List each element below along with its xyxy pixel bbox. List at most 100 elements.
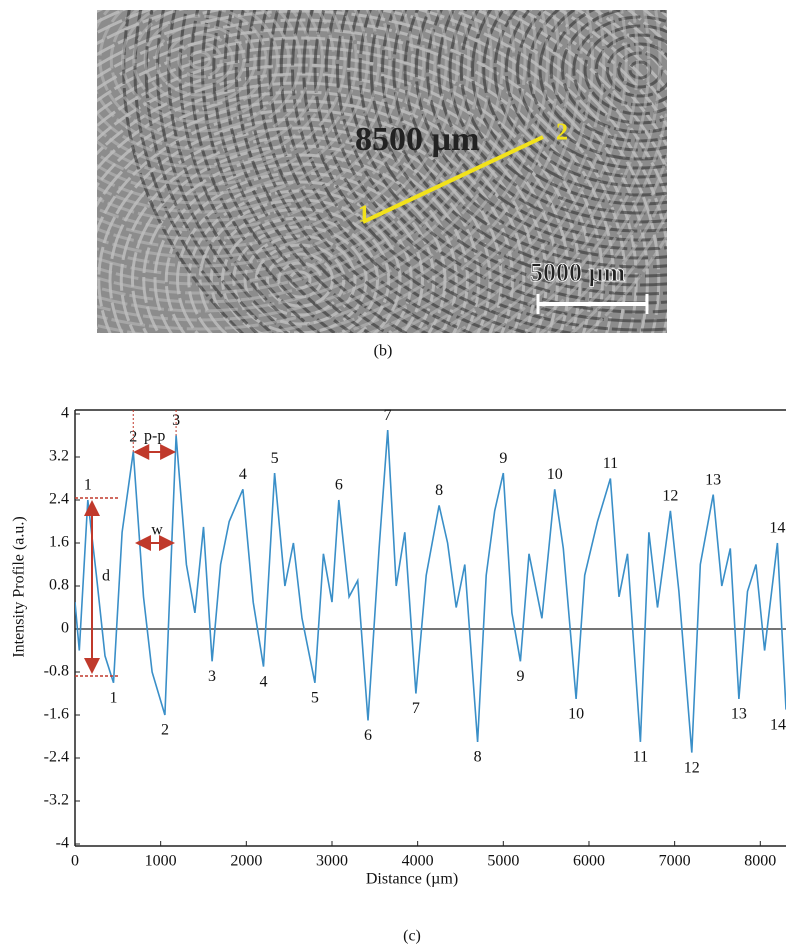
ridge — [109, 10, 291, 133]
ridge — [452, 10, 628, 333]
extremum-label: 12 — [662, 487, 678, 504]
ridge — [572, 15, 667, 125]
ridge — [178, 10, 321, 333]
ridge — [358, 10, 667, 296]
extremum-label: 9 — [499, 450, 507, 467]
extremum-label: 1 — [110, 689, 118, 706]
ridge — [412, 10, 606, 333]
ridge — [504, 10, 667, 179]
ridge — [583, 24, 667, 116]
measure-label: d — [102, 568, 110, 585]
y-tick-label: -2.4 — [44, 749, 69, 766]
y-tick-label: 0.8 — [49, 577, 69, 594]
x-tick-label: 5000 — [487, 853, 519, 870]
ridge — [337, 10, 572, 333]
ridge — [246, 10, 429, 333]
ridge — [549, 10, 667, 143]
ridge — [505, 10, 662, 333]
ridge — [97, 10, 324, 160]
extremum-label: 10 — [568, 706, 584, 723]
x-tick-label: 8000 — [744, 853, 776, 870]
ridge — [268, 10, 475, 333]
ridge — [97, 10, 459, 268]
scale-label: 5000 µm — [530, 258, 625, 287]
ridge — [97, 10, 403, 223]
ridge — [97, 10, 516, 313]
ridge — [97, 36, 604, 333]
ridge — [97, 10, 649, 333]
ridge — [470, 10, 639, 333]
extremum-label: 7 — [412, 700, 420, 717]
x-tick-label: 1000 — [145, 853, 177, 870]
ridge — [459, 10, 667, 215]
ridge — [209, 207, 391, 333]
extremum-label: 6 — [364, 727, 372, 744]
extremum-label: 11 — [633, 749, 648, 766]
y-tick-label: 1.6 — [49, 534, 69, 551]
point-label: 1 — [358, 202, 370, 228]
ridge — [143, 14, 257, 106]
ridge — [432, 10, 617, 333]
ridge — [97, 10, 549, 333]
ridge — [606, 42, 667, 98]
ridge — [121, 10, 279, 124]
extremum-label: 5 — [311, 689, 319, 706]
ridge — [594, 33, 667, 107]
ridge — [97, 10, 381, 205]
ridge — [488, 10, 651, 333]
ridge — [97, 10, 661, 333]
ridge — [437, 10, 667, 233]
caption: (c) — [403, 928, 421, 945]
ridge — [221, 216, 379, 333]
ridge — [304, 10, 561, 333]
ridge — [122, 10, 245, 333]
extremum-label: 1 — [84, 477, 92, 494]
caption: (b) — [374, 343, 393, 360]
ridge — [97, 10, 482, 286]
ridge — [97, 10, 527, 322]
ridge — [313, 10, 667, 332]
x-tick-label: 2000 — [230, 853, 262, 870]
extremum-label: 10 — [547, 466, 563, 483]
extremum-label: 11 — [603, 455, 618, 472]
x-tick-label: 7000 — [659, 853, 691, 870]
x-tick-label: 0 — [71, 853, 79, 870]
ridge — [448, 10, 667, 224]
extremum-label: 4 — [259, 673, 267, 690]
ridge — [97, 27, 616, 333]
ridge — [336, 10, 667, 314]
extremum-label: 9 — [516, 668, 524, 685]
y-tick-label: 3.2 — [49, 448, 69, 465]
ridge — [471, 10, 667, 206]
extremum-label: 4 — [239, 466, 247, 483]
ridge — [97, 10, 358, 187]
ridge — [97, 10, 448, 259]
ridge — [97, 10, 538, 331]
point-label: 2 — [556, 120, 568, 146]
x-tick-label: 4000 — [402, 853, 434, 870]
fingerprint-image — [97, 10, 667, 333]
ridge — [97, 10, 504, 304]
y-tick-label: -4 — [56, 835, 69, 852]
extremum-label: 14 — [769, 520, 785, 537]
ridge — [97, 10, 347, 178]
ridge — [365, 10, 583, 333]
measure-line — [362, 135, 544, 224]
ridge — [302, 10, 580, 333]
y-tick-label: 4 — [61, 405, 69, 422]
ridge — [98, 10, 302, 142]
extremum-label: 7 — [384, 407, 392, 424]
ridge — [97, 10, 426, 241]
extremum-label: 3 — [208, 668, 216, 685]
ridge — [234, 10, 409, 333]
ridge — [177, 41, 223, 79]
ridge — [291, 10, 534, 333]
ridge — [132, 10, 268, 115]
extremum-label: 8 — [435, 482, 443, 499]
ridge — [527, 10, 667, 161]
ridge — [164, 171, 436, 333]
extremum-label: 3 — [172, 412, 180, 429]
ridge — [212, 10, 372, 333]
extremum-label: 13 — [731, 706, 747, 723]
